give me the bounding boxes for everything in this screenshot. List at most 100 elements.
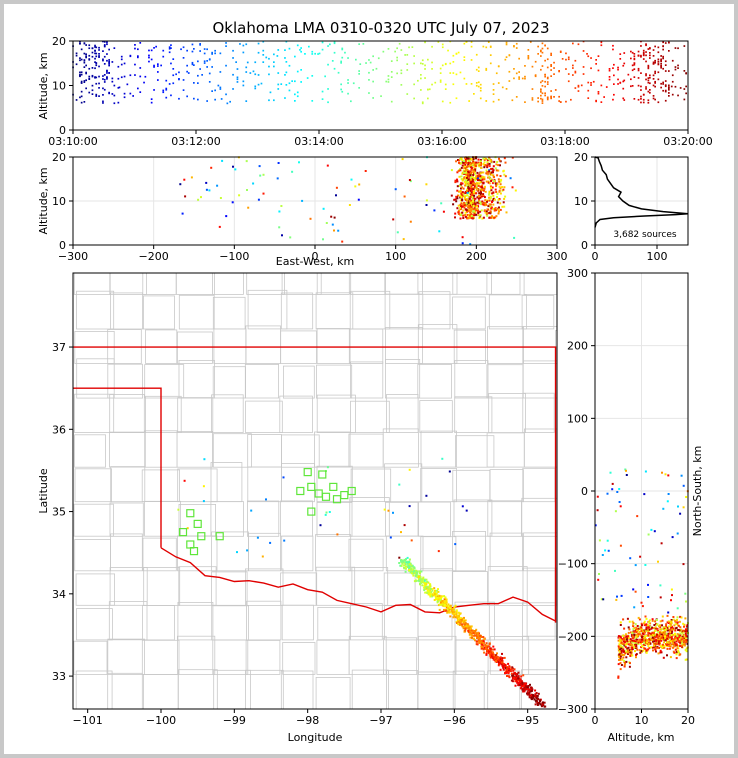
time-altitude-point bbox=[619, 53, 622, 55]
ns-altitude-point bbox=[606, 539, 609, 542]
ew-altitude-point bbox=[473, 169, 476, 172]
plan-view-point bbox=[485, 652, 488, 655]
ns-altitude-point bbox=[654, 629, 657, 632]
time-altitude-point bbox=[565, 52, 567, 55]
ew-altitude-point bbox=[465, 161, 468, 164]
county-outline bbox=[386, 393, 419, 433]
plan-view-point bbox=[448, 470, 451, 473]
ew-panel-xtick-label: −200 bbox=[139, 250, 169, 263]
ns-altitude-point bbox=[678, 635, 681, 638]
time-altitude-point bbox=[170, 62, 172, 65]
time-altitude-point bbox=[544, 59, 546, 62]
ew-altitude-point bbox=[514, 189, 517, 192]
plan-view-point bbox=[491, 648, 494, 651]
time-altitude-point bbox=[269, 91, 272, 94]
time-altitude-point bbox=[577, 85, 580, 88]
time-altitude-point bbox=[296, 95, 299, 98]
plan-view-point bbox=[512, 680, 514, 683]
time-altitude-point bbox=[546, 77, 549, 80]
time-altitude-point bbox=[670, 85, 673, 88]
plan-view-point bbox=[446, 604, 449, 607]
plan-view-point bbox=[443, 602, 445, 605]
ew-altitude-point bbox=[484, 164, 487, 166]
time-altitude-point bbox=[262, 49, 265, 52]
time-altitude-point bbox=[284, 97, 286, 99]
ew-altitude-point bbox=[486, 214, 489, 217]
time-altitude-point bbox=[627, 73, 630, 76]
time-altitude-point bbox=[590, 67, 592, 70]
ew-altitude-point bbox=[497, 164, 500, 167]
time-altitude-point bbox=[567, 80, 570, 83]
county-outline bbox=[141, 639, 180, 675]
time-altitude-point bbox=[674, 66, 677, 68]
time-altitude-point bbox=[524, 65, 526, 67]
ew-altitude-point bbox=[357, 198, 360, 201]
county-outline bbox=[452, 273, 492, 295]
ns-panel-xtick-label: 10 bbox=[635, 714, 649, 727]
time-altitude-point bbox=[662, 89, 664, 92]
plan-view-point bbox=[423, 584, 426, 587]
ns-altitude-point bbox=[617, 676, 620, 679]
ew-xlabel: East-West, km bbox=[276, 255, 354, 268]
ew-altitude-point bbox=[466, 178, 469, 181]
ns-altitude-point bbox=[674, 638, 677, 641]
ew-altitude-point bbox=[301, 199, 304, 202]
time-altitude-point bbox=[321, 48, 324, 51]
ew-altitude-point bbox=[476, 175, 479, 178]
plan-view-point bbox=[438, 597, 440, 600]
ew-altitude-point bbox=[472, 169, 475, 171]
plan-view-point bbox=[504, 672, 506, 675]
time-altitude-point bbox=[427, 88, 429, 91]
time-altitude-point bbox=[268, 99, 270, 102]
time-altitude-point bbox=[553, 67, 555, 69]
ns-altitude-point bbox=[596, 495, 599, 498]
plan-view-point bbox=[437, 588, 439, 591]
time-altitude-point bbox=[83, 80, 86, 82]
ns-altitude-point bbox=[681, 643, 684, 646]
time-altitude-point bbox=[246, 61, 249, 64]
ew-altitude-point bbox=[257, 198, 260, 201]
time-altitude-point bbox=[652, 49, 655, 51]
time-altitude-point bbox=[540, 68, 542, 71]
time-altitude-point bbox=[544, 73, 546, 76]
time-altitude-point bbox=[324, 75, 326, 78]
time-altitude-point bbox=[640, 98, 642, 100]
time-altitude-point bbox=[245, 71, 248, 73]
figure-canvas: Oklahoma LMA 0310-0320 UTC July 07, 2023… bbox=[4, 4, 734, 754]
time-altitude-point bbox=[441, 46, 444, 49]
ew-altitude-point bbox=[466, 194, 469, 197]
ns-altitude-point bbox=[626, 635, 629, 638]
county-outline bbox=[420, 536, 457, 572]
time-altitude-point bbox=[225, 64, 227, 67]
ew-altitude-point bbox=[467, 157, 470, 160]
ew-altitude-point bbox=[460, 162, 463, 164]
plan-view-point bbox=[404, 559, 407, 562]
ns-altitude-point bbox=[666, 635, 669, 638]
time-altitude-point bbox=[170, 47, 172, 49]
time-altitude-point bbox=[637, 98, 640, 101]
time-altitude-point bbox=[553, 96, 555, 98]
ns-altitude-point bbox=[657, 647, 660, 650]
ns-altitude-point bbox=[635, 653, 638, 656]
time-altitude-point bbox=[413, 55, 415, 57]
ns-altitude-point bbox=[641, 624, 643, 627]
time-altitude-point bbox=[229, 100, 231, 103]
ew-altitude-point bbox=[467, 206, 470, 209]
time-altitude-point bbox=[139, 67, 142, 69]
time-altitude-point bbox=[79, 74, 81, 77]
ew-altitude-point bbox=[392, 218, 395, 221]
plan-view-point bbox=[428, 586, 431, 589]
county-outline bbox=[142, 273, 177, 295]
ns-altitude-point bbox=[640, 630, 643, 632]
lma-station-marker bbox=[189, 546, 199, 556]
ew-altitude-point bbox=[354, 185, 357, 188]
time-altitude-point bbox=[168, 51, 171, 54]
time-altitude-point bbox=[91, 47, 94, 50]
plan-view-point bbox=[416, 576, 419, 579]
plan-view-point bbox=[202, 500, 205, 503]
plan-view-point bbox=[430, 591, 433, 594]
time-altitude-point bbox=[400, 69, 403, 72]
ns-panel-ytick-label: −300 bbox=[558, 703, 588, 716]
plan-view-point bbox=[410, 564, 413, 567]
time-altitude-point bbox=[600, 84, 603, 87]
